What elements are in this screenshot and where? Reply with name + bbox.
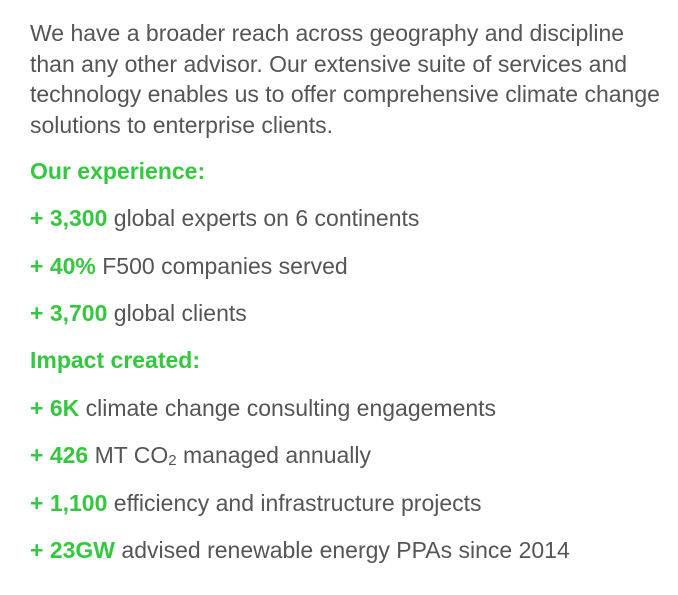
impact-item: + 23GW advised renewable energy PPAs sin… <box>30 536 570 564</box>
impact-heading: Impact created: <box>30 347 201 373</box>
experience-item: + 3,300 global experts on 6 continents <box>30 204 419 232</box>
impact-item-highlight: + 1,100 <box>30 490 108 516</box>
impact-item-text: advised renewable energy PPAs since 2014 <box>115 537 570 563</box>
experience-item-text: global experts on 6 continents <box>107 205 420 231</box>
impact-item-highlight: + 23GW <box>30 537 116 563</box>
experience-item-highlight: + 40% <box>30 253 96 279</box>
experience-item-text: global clients <box>107 300 247 326</box>
impact-item-text: MT CO <box>88 442 169 468</box>
impact-item: + 6K climate change consulting engagemen… <box>30 394 496 422</box>
experience-item-highlight: + 3,700 <box>30 300 108 326</box>
experience-item-highlight: + 3,300 <box>30 205 108 231</box>
experience-item: + 3,700 global clients <box>30 299 247 327</box>
impact-item-text: efficiency and infrastructure projects <box>107 490 482 516</box>
experience-item: + 40% F500 companies served <box>30 252 348 280</box>
impact-item-highlight: + 6K <box>30 395 80 421</box>
impact-item: + 1,100 efficiency and infrastructure pr… <box>30 489 482 517</box>
experience-item-text: F500 companies served <box>95 253 348 279</box>
impact-item: + 426 MT CO2 managed annually <box>30 441 371 473</box>
experience-heading: Our experience: <box>30 158 206 184</box>
impact-item-text: climate change consulting engagements <box>79 395 497 421</box>
impact-item-highlight: + 426 <box>30 442 89 468</box>
intro-paragraph: We have a broader reach across geography… <box>30 20 660 138</box>
impact-item-text: managed annually <box>176 442 371 468</box>
co2-subscript: 2 <box>168 452 177 469</box>
